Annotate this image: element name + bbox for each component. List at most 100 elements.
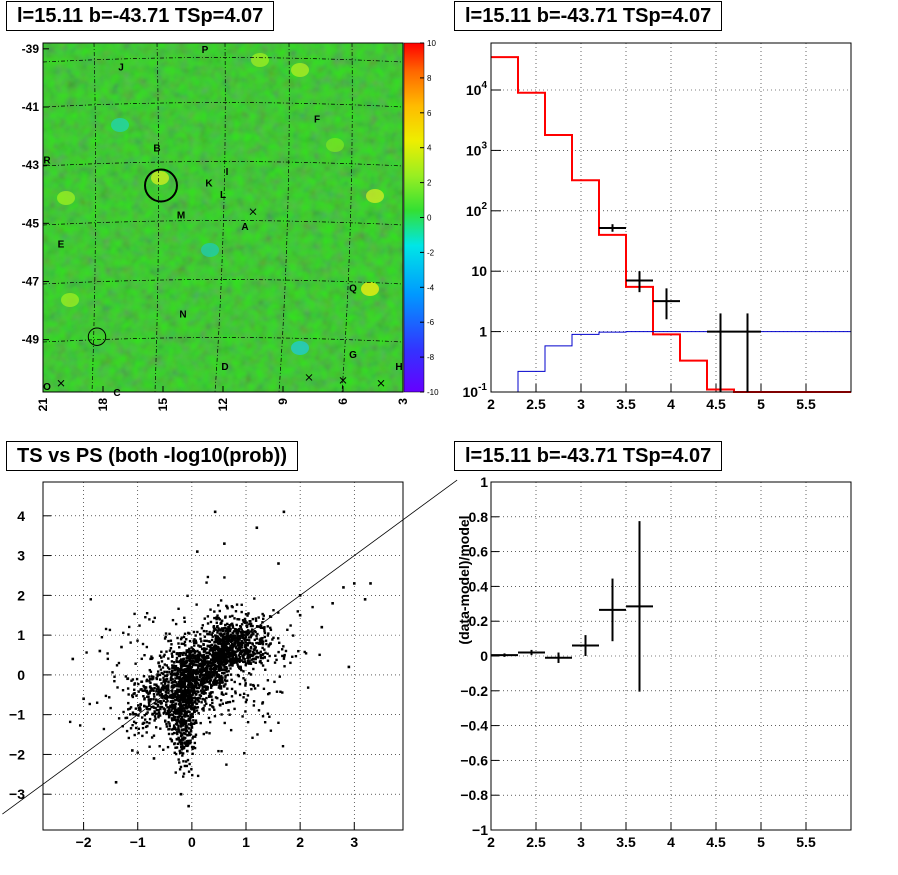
scatter-point bbox=[191, 737, 194, 740]
scatter-point bbox=[188, 733, 191, 737]
scatter-point bbox=[164, 686, 168, 690]
scatter-point bbox=[253, 597, 256, 600]
scatter-point bbox=[173, 751, 176, 754]
scatter-point bbox=[220, 654, 224, 657]
scatter-point bbox=[184, 732, 187, 736]
scatter-point bbox=[146, 724, 149, 728]
scatter-point bbox=[134, 721, 137, 725]
scatter-point bbox=[162, 672, 165, 676]
scatter-point bbox=[174, 677, 177, 680]
scatter-point bbox=[211, 698, 214, 702]
scatter-point bbox=[203, 698, 206, 701]
scatter-point bbox=[231, 624, 234, 627]
map-ytick-label: -39 bbox=[22, 42, 40, 56]
map-parallel-1 bbox=[42, 102, 404, 108]
scatter-point bbox=[184, 644, 187, 647]
scatter-point bbox=[238, 648, 242, 652]
scatter-point bbox=[187, 742, 191, 745]
scatter-point bbox=[260, 661, 263, 665]
scatter-point bbox=[178, 739, 182, 742]
scatter-point bbox=[248, 660, 251, 663]
map-hotspot-9 bbox=[291, 341, 309, 355]
scatter-point bbox=[189, 668, 193, 671]
scatter-point bbox=[176, 675, 179, 678]
scatter-point bbox=[259, 654, 262, 658]
scatter-point bbox=[148, 680, 151, 683]
scatter-point bbox=[190, 672, 193, 675]
scatter-point bbox=[167, 691, 170, 695]
scatter-point bbox=[281, 691, 284, 694]
scatter-point bbox=[192, 649, 196, 652]
scatter-point bbox=[186, 701, 190, 705]
scatter-point bbox=[236, 633, 239, 636]
scatter-point bbox=[246, 659, 250, 662]
scatter-point bbox=[208, 653, 212, 656]
scatter-point bbox=[186, 744, 190, 747]
scatter-point bbox=[224, 647, 228, 651]
scatter-point bbox=[150, 655, 153, 658]
scatter-point bbox=[157, 661, 160, 664]
scatter-point bbox=[197, 690, 200, 694]
scatter-point bbox=[239, 667, 242, 670]
scatter-point bbox=[303, 650, 306, 654]
scatter-point bbox=[124, 716, 127, 720]
scatter-point bbox=[151, 675, 155, 679]
scatter-point bbox=[191, 773, 194, 777]
scatter-point bbox=[170, 676, 173, 679]
scatter-point bbox=[244, 641, 248, 644]
scatter-point bbox=[131, 749, 134, 752]
source-label: H bbox=[395, 362, 402, 373]
scatter-point bbox=[225, 763, 228, 766]
scatter-point bbox=[242, 634, 245, 637]
scatter-point bbox=[201, 683, 204, 687]
scatter-point bbox=[240, 628, 243, 631]
scatter-point bbox=[208, 640, 212, 643]
scatter-point bbox=[219, 663, 223, 666]
scatter-point bbox=[220, 642, 224, 645]
scatter-point bbox=[210, 654, 214, 657]
scatter-point bbox=[180, 732, 183, 735]
scatter-point bbox=[177, 690, 181, 693]
scatter-point bbox=[277, 562, 280, 565]
scatter-point bbox=[186, 696, 189, 699]
scatter-point bbox=[234, 650, 237, 654]
scatter-point bbox=[239, 665, 242, 668]
scatter-point bbox=[142, 675, 146, 678]
scatter-point bbox=[180, 728, 184, 731]
scatter-point bbox=[256, 651, 259, 655]
scatter-point bbox=[202, 629, 206, 633]
scatter-point bbox=[277, 611, 280, 614]
scatter-point bbox=[183, 719, 186, 723]
scatter-point bbox=[206, 654, 209, 658]
map-hotspot-3 bbox=[151, 171, 169, 185]
scatter-point bbox=[179, 765, 183, 769]
scatter-point bbox=[128, 713, 132, 716]
scatter-point bbox=[203, 639, 206, 642]
scatter-point bbox=[232, 661, 235, 665]
scatter-point bbox=[171, 732, 174, 736]
scatter-point bbox=[167, 721, 170, 724]
scatter-point bbox=[189, 728, 193, 731]
scatter-point bbox=[235, 631, 238, 634]
residual-ytick-label: −0.6 bbox=[460, 752, 488, 768]
scatter-point bbox=[182, 738, 185, 741]
scatter-point bbox=[208, 679, 212, 683]
map-hotspot-0 bbox=[366, 189, 384, 203]
scatter-point bbox=[347, 665, 351, 669]
scatter-point bbox=[209, 620, 213, 624]
scatter-point bbox=[177, 715, 180, 719]
scatter-point bbox=[224, 668, 227, 672]
scatter-point bbox=[154, 702, 158, 705]
spectrum-ytick-label: 102 bbox=[466, 201, 488, 219]
scatter-point bbox=[277, 650, 280, 654]
scatter-point bbox=[202, 679, 206, 682]
source-label: G bbox=[349, 350, 357, 361]
scatter-point bbox=[259, 624, 263, 627]
residual-ytick-label: −0.4 bbox=[460, 718, 488, 734]
scatter-point bbox=[216, 648, 220, 652]
scatter-point bbox=[180, 751, 183, 754]
scatter-point bbox=[209, 666, 213, 670]
scatter-point bbox=[229, 661, 232, 664]
scatter-point bbox=[238, 657, 241, 660]
scatter-point bbox=[227, 669, 230, 673]
